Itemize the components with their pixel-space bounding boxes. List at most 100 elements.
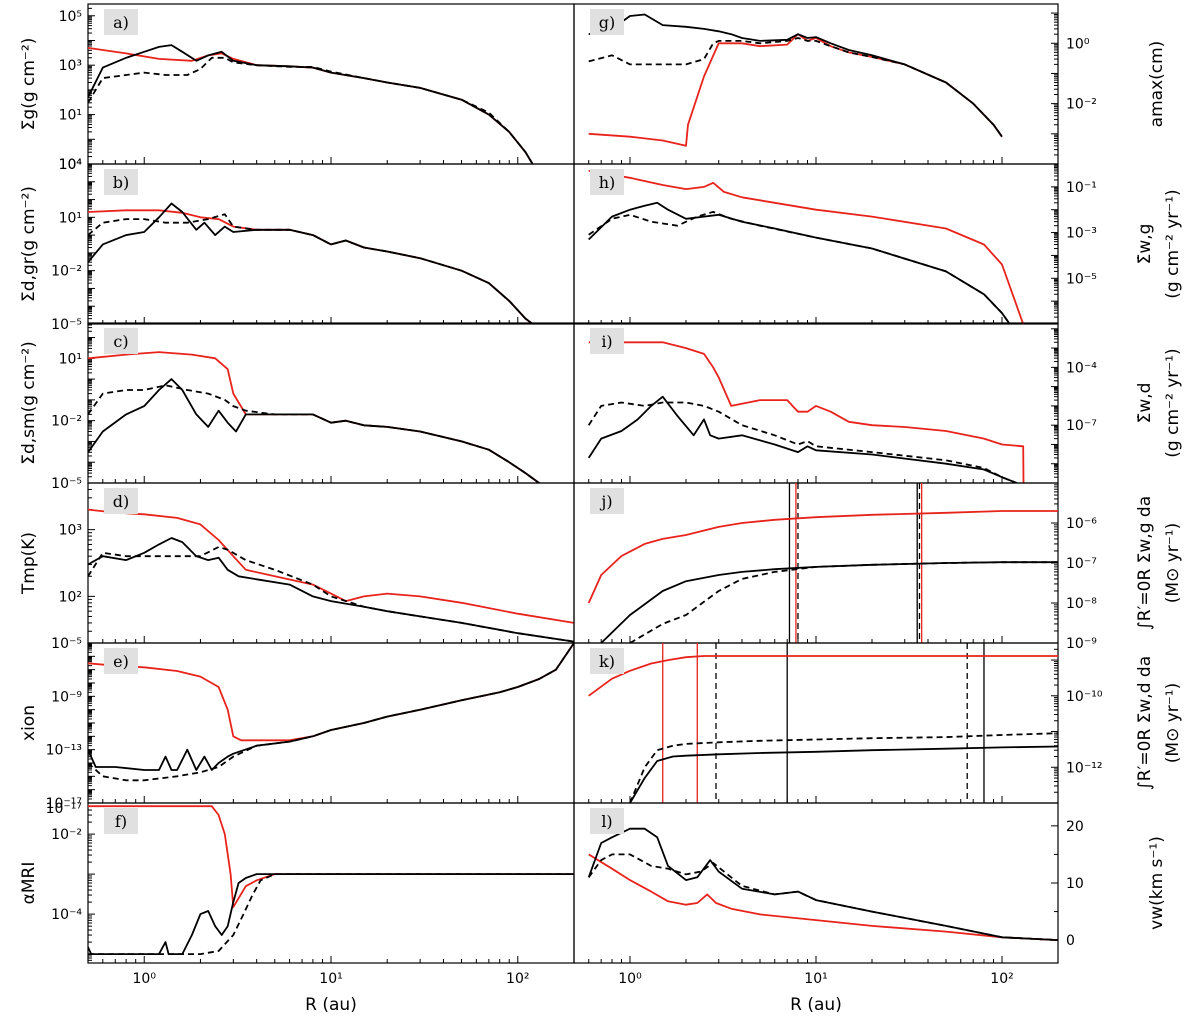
y-tick-label: 10	[1066, 876, 1084, 892]
x-ticks	[573, 636, 1059, 643]
x-ticks	[87, 476, 575, 483]
y-axis-label: amax(cm)	[1147, 41, 1167, 128]
y-tick-label: 10⁻⁵	[51, 476, 82, 492]
y-ticks	[88, 163, 95, 325]
panel-tag: e)	[113, 652, 129, 671]
series-red-solid	[588, 655, 1058, 697]
panel-tag-box	[104, 169, 138, 195]
y-axis-label: Tmp(K)	[19, 532, 39, 595]
panel-tag: h)	[599, 173, 616, 192]
y-ticks	[1051, 322, 1058, 484]
panel-frame	[573, 642, 1059, 804]
series-black-solid	[587, 827, 1058, 941]
panel-tag-box	[104, 9, 138, 35]
y-axis-label: Σd,sm(g cm⁻²)	[19, 341, 39, 465]
series-red-solid	[587, 510, 1058, 604]
panel-frame	[87, 3, 575, 165]
y-ticks	[1051, 642, 1058, 804]
y-ticks	[1051, 825, 1058, 941]
y-tick-label: 10⁻¹²	[1066, 760, 1102, 776]
series-red-solid	[588, 341, 1025, 483]
series-black-dashed	[587, 401, 1018, 483]
series-black-solid	[88, 537, 574, 643]
series-black-solid	[629, 745, 1058, 803]
y-tick-label: 10²	[59, 589, 82, 605]
y-tick-label: 10⁻¹³	[46, 743, 82, 759]
series-black-dashed	[588, 37, 1003, 138]
panel-e: 10⁻¹⁷ 10⁻¹³ 10⁻⁹ 10⁻⁵ e) xion	[19, 636, 575, 812]
x-ticks	[573, 157, 1059, 164]
series-red-solid	[588, 170, 1025, 324]
y-tick-label: 10⁻⁷	[1066, 556, 1097, 572]
series-black-dashed	[629, 561, 1058, 643]
x-ticks	[573, 956, 1059, 963]
panel-tag: d)	[113, 492, 129, 511]
y-tick-label: 10³	[59, 523, 82, 539]
panel-tag-box	[104, 648, 138, 674]
series-black-dashed	[88, 873, 574, 955]
panel-tag: f)	[115, 812, 127, 831]
series-red-solid	[88, 209, 534, 324]
panel-h: 10⁻⁵ 10⁻³ 10⁻¹ h) Σ̇w,g (g cm⁻² yr⁻¹)	[573, 163, 1183, 325]
series-black-solid	[588, 201, 1011, 324]
y-ticks	[88, 802, 95, 964]
panel-i: 10⁻⁷ 10⁻⁴ i) Σ̇w,d (g cm⁻² yr⁻¹)	[573, 322, 1183, 484]
series-black-solid	[88, 44, 534, 164]
panel-tag-box	[104, 488, 138, 514]
series-black-solid	[88, 873, 574, 955]
panel-frame	[573, 322, 1059, 484]
y-tick-label: 10⁻⁶	[1066, 516, 1097, 532]
panel-tag-box	[590, 488, 624, 514]
y-axis-label: ∫R′=0R Σw,d da	[1135, 656, 1155, 790]
panel-tag-box	[104, 808, 138, 834]
panel-frame	[573, 163, 1059, 325]
panel-frame	[87, 642, 575, 804]
y-tick-label: 10⁻⁹	[1066, 636, 1097, 652]
panel-c: 10⁻⁵ 10⁻² 10¹ c) Σd,sm(g cm⁻²)	[19, 322, 575, 492]
panel-frame	[87, 482, 575, 644]
panel-frame	[87, 322, 575, 484]
y-tick-label: 10¹	[59, 351, 82, 367]
x-tick-label: 10¹	[804, 971, 827, 987]
x-tick-label: 10⁰	[133, 971, 157, 987]
x-ticks	[573, 476, 1059, 483]
y-axis-label: αMRI	[19, 862, 39, 905]
series-black-dashed	[629, 732, 1058, 803]
panel-g: 10⁻² 10⁰ g) amax(cm)	[573, 3, 1167, 165]
series-red-solid	[88, 351, 540, 483]
y-tick-label: 10⁵	[59, 9, 82, 25]
y-axis-label: Σ̇w,d	[1135, 383, 1155, 424]
panel-k: 10⁻¹² 10⁻¹⁰ k) ∫R′=0R Σw,d da (M⊙ yr⁻¹)	[573, 642, 1183, 804]
panel-frame	[573, 3, 1059, 165]
y-tick-label: 10⁻²	[51, 264, 82, 280]
y-tick-label: 10⁻¹⁰	[1066, 689, 1103, 705]
panel-tag-box	[590, 9, 624, 35]
y-tick-label: 10⁰	[1066, 36, 1090, 52]
series-black-solid	[588, 13, 1003, 138]
panel-frame	[87, 802, 575, 964]
x-ticks	[87, 956, 575, 963]
series-black-dashed	[88, 213, 534, 324]
y-tick-label: 10⁻²	[51, 827, 82, 843]
series-black-solid	[587, 395, 1018, 483]
panel-tag: l)	[601, 812, 612, 831]
y-tick-label: 10⁻⁹	[51, 689, 82, 705]
y-tick-label-top: 10⁻¹⁷	[46, 801, 82, 817]
y-tick-label: 10⁻²	[51, 414, 82, 430]
series-black-dashed	[88, 56, 534, 164]
y-tick-label: 10⁻⁵	[51, 636, 82, 652]
y-tick-label: 0	[1066, 933, 1075, 949]
panel-b: 10⁻⁵ 10⁻² 10¹ 10⁴ b) Σd,gr(g cm⁻²)	[19, 157, 575, 333]
series-black-dashed	[587, 853, 1058, 941]
y-axis-label: Σ̇w,g	[1135, 224, 1155, 265]
y-tick-label: 10⁻³	[1066, 226, 1097, 242]
panel-f: 10⁻⁴ 10⁻² 10⁻¹⁷ f) αMRI 10⁰ 10¹ 10² R (au)	[19, 801, 575, 1015]
panel-j: 10⁻⁹ 10⁻⁸ 10⁻⁷ 10⁻⁶ j) ∫R′=0R Σw,g da (M⊙ yr⁻¹…	[573, 482, 1183, 652]
panel-tag-box	[590, 808, 624, 834]
series-black-solid	[88, 643, 574, 771]
x-ticks	[87, 796, 575, 803]
series-black-solid	[88, 378, 540, 483]
y-axis-label: xion	[19, 705, 39, 741]
y-ticks	[1051, 3, 1058, 165]
series-black-dashed	[588, 210, 1011, 324]
